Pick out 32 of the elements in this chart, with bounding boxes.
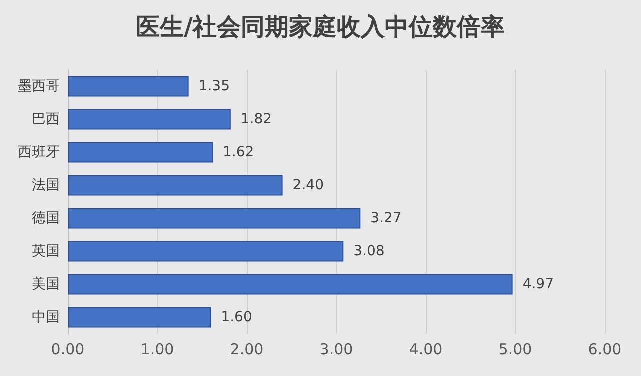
data-label: 1.60	[221, 310, 252, 326]
y-tick-label: 墨西哥	[18, 78, 60, 94]
bar	[68, 208, 361, 229]
x-tick-label: 1.00	[140, 340, 174, 358]
x-tick-label: 2.00	[230, 340, 264, 358]
bar	[68, 274, 513, 295]
bar	[68, 109, 231, 130]
data-label: 4.97	[522, 276, 554, 292]
x-tick-label: 3.00	[320, 340, 354, 358]
bar	[68, 241, 344, 262]
data-label: 2.40	[292, 178, 324, 194]
y-tick-label: 法国	[32, 178, 60, 194]
y-tick-label: 西班牙	[18, 144, 60, 160]
x-tick-label: 6.00	[588, 340, 622, 358]
bar	[68, 76, 189, 97]
x-tick-label: 4.00	[409, 340, 443, 358]
data-label: 1.35	[198, 78, 230, 94]
y-tick-label: 英国	[32, 244, 60, 260]
bar	[68, 142, 213, 163]
x-tick-label: 0.00	[51, 340, 85, 358]
data-label: 1.82	[240, 112, 272, 128]
x-tick-label: 5.00	[498, 340, 532, 358]
data-label: 3.08	[354, 244, 385, 260]
data-label: 3.27	[370, 210, 402, 226]
y-tick-label: 美国	[32, 276, 60, 292]
y-tick-label: 巴西	[32, 112, 60, 128]
data-label: 1.62	[222, 144, 254, 160]
y-tick-label: 中国	[32, 310, 60, 326]
bar	[68, 307, 212, 328]
y-tick-label: 德国	[32, 210, 60, 226]
bar	[68, 175, 283, 196]
chart-title: 医生/社会同期家庭收入中位数倍率	[136, 13, 505, 41]
